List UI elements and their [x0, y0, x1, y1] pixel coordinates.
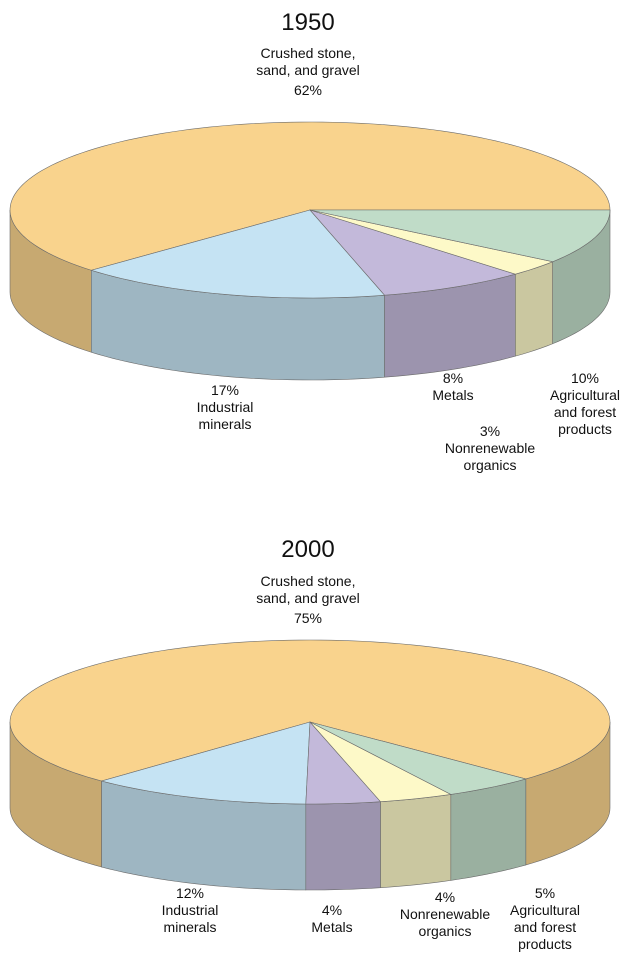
- pie-sides: [9, 721, 611, 891]
- slice-label: Crushed stone, sand, and gravel: [256, 573, 360, 606]
- slice-label: Agricultural and forest products: [550, 387, 620, 437]
- chart-title: 1950: [281, 9, 334, 36]
- pie-tops: [9, 639, 611, 805]
- chart-title: 2000: [281, 536, 334, 563]
- slice-label-line: Nonrenewable: [400, 906, 490, 922]
- pie-slice: [309, 721, 452, 803]
- slice-label-line: minerals: [199, 416, 252, 432]
- slice-label-line: minerals: [164, 919, 217, 935]
- slice-label-line: Crushed stone,: [261, 45, 356, 61]
- slice-label-line: Industrial: [162, 902, 219, 918]
- slice-value-label: 8%: [443, 370, 463, 386]
- slice-value-label: 12%: [176, 885, 204, 901]
- slice-label-line: Agricultural: [510, 902, 580, 918]
- slice-value-label: 5%: [535, 885, 555, 901]
- slice-label-line: Crushed stone,: [261, 573, 356, 589]
- pie-slice-side: [515, 261, 554, 357]
- slice-label: Nonrenewable organics: [400, 906, 490, 939]
- slice-value-label: 3%: [480, 423, 500, 439]
- slice-label-line: Metals: [311, 919, 352, 935]
- slice-label-line: Agricultural: [550, 387, 620, 403]
- pie-slice: [100, 721, 311, 805]
- pie-slice: [9, 639, 611, 782]
- pie-slice: [9, 121, 611, 271]
- slice-value-label: 10%: [571, 370, 599, 386]
- slice-value-label: 17%: [211, 382, 239, 398]
- slice-label-line: sand, and gravel: [256, 62, 360, 78]
- pie-slice: [90, 209, 386, 299]
- slice-value-label: 62%: [294, 82, 322, 98]
- pie-slice: [309, 209, 611, 263]
- pie-slice-side: [450, 778, 527, 881]
- slice-label: Industrial minerals: [197, 399, 254, 432]
- slice-label-line: sand, and gravel: [256, 590, 360, 606]
- slice-label: Metals: [311, 919, 352, 935]
- slice-value-label: 4%: [435, 889, 455, 905]
- slice-label-line: and forest: [514, 919, 576, 935]
- pie-sides: [9, 209, 611, 381]
- slice-label-line: and forest: [554, 404, 616, 420]
- slice-label-line: Metals: [432, 387, 473, 403]
- slice-label-line: Nonrenewable: [445, 440, 535, 456]
- pie-slice: [309, 209, 554, 275]
- slice-label-line: Industrial: [197, 399, 254, 415]
- pie-slice: [305, 721, 382, 805]
- pie-slice: [309, 721, 527, 795]
- slice-label: Nonrenewable organics: [445, 440, 535, 473]
- slice-label: Crushed stone, sand, and gravel: [256, 45, 360, 78]
- slice-label-line: products: [518, 936, 572, 952]
- slice-label: Agricultural and forest products: [510, 902, 580, 952]
- slice-label-line: organics: [464, 457, 517, 473]
- pie-slice-side: [305, 801, 381, 891]
- pie-slice: [309, 209, 517, 296]
- slice-label-line: organics: [419, 923, 472, 939]
- pie-tops: [9, 121, 611, 299]
- slice-label: Industrial minerals: [162, 902, 219, 935]
- pie-slice-side: [380, 794, 452, 889]
- slice-label-line: products: [558, 421, 612, 437]
- slice-value-label: 75%: [294, 610, 322, 626]
- slice-value-label: 4%: [322, 902, 342, 918]
- slice-label: Metals: [432, 387, 473, 403]
